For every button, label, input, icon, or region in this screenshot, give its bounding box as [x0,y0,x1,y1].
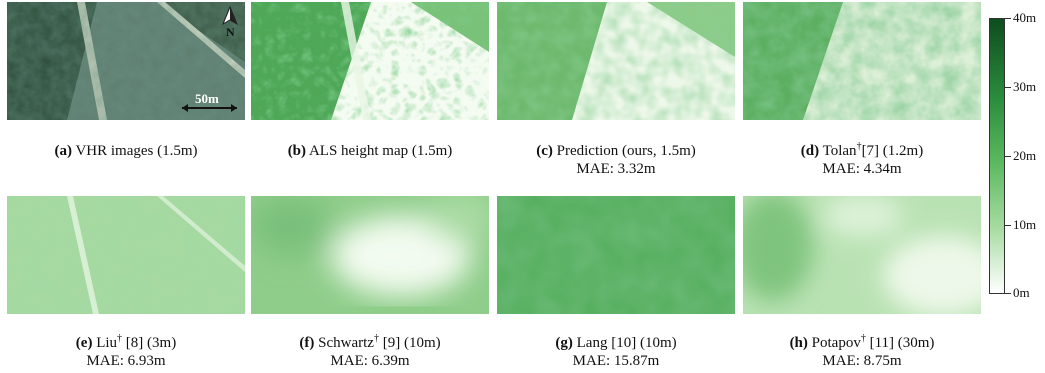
colorbar-label-20: 20m [1013,148,1037,163]
caption-b: (b) ALS height map (1.5m) [251,142,489,160]
panel-b-als-height-map [251,2,489,120]
caption-mae: MAE: 4.34m [822,161,902,177]
caption-ref: [9] (10m) [378,335,441,351]
caption-text: Lang [10] (10m) [576,335,677,351]
colorbar-tick [1005,18,1011,19]
caption-letter: (b) [287,143,307,159]
caption-text: Schwartz [318,335,374,351]
caption-ref: [7] (1.2m) [861,143,924,159]
caption-letter: (d) [800,143,820,159]
caption-mae: MAE: 8.75m [822,353,902,369]
caption-c: (c) Prediction (ours, 1.5m) MAE: 3.32m [497,142,735,178]
panel-d-tolan [743,2,981,120]
caption-d: (d) Tolan†[7] (1.2m) MAE: 4.34m [743,142,981,178]
caption-g: (g) Lang [10] (10m) MAE: 15.87m [497,334,735,370]
potapov-map [743,196,981,314]
vhr-image: N 50m [7,2,245,120]
panel-e-liu [7,196,245,314]
caption-mae: MAE: 3.32m [576,161,656,177]
caption-letter: (c) [536,143,553,159]
panel-h-potapov [743,196,981,314]
caption-letter: (f) [299,335,315,351]
colorbar-label-10: 10m [1013,217,1037,232]
colorbar-tick [1005,87,1011,88]
panel-f-schwartz [251,196,489,314]
panel-a-vhr-image: N 50m [7,2,245,120]
dagger-mark: † [860,333,866,344]
lang-map [497,196,735,314]
panel-g-lang [497,196,735,314]
dagger-mark: † [117,333,123,344]
caption-text: Potapov [811,335,861,351]
caption-e: (e) Liu† [8] (3m) MAE: 6.93m [7,334,245,370]
scale-label: 50m [195,91,219,106]
caption-mae: MAE: 6.93m [86,353,166,369]
caption-text: Prediction (ours, 1.5m) [556,143,696,159]
dagger-mark: † [856,141,862,152]
caption-mae: MAE: 6.39m [330,353,410,369]
north-arrow-icon [221,5,239,26]
caption-text: Liu [96,335,118,351]
colorbar-tick [1005,293,1011,294]
prediction-map [497,2,735,120]
dagger-mark: † [373,333,379,344]
caption-f: (f) Schwartz† [9] (10m) MAE: 6.39m [251,334,489,370]
caption-ref: [8] (3m) [122,335,177,351]
caption-text: ALS height map (1.5m) [308,143,453,159]
caption-text: VHR images (1.5m) [75,143,198,159]
colorbar-label-0: 0m [1013,285,1030,300]
schwartz-map [251,196,489,314]
panel-c-prediction [497,2,735,120]
caption-letter: (a) [54,143,72,159]
caption-a: (a) VHR images (1.5m) [7,142,245,160]
scale-bar [182,104,237,112]
caption-letter: (h) [789,335,808,351]
caption-ref: [11] (30m) [865,335,935,351]
caption-text: Tolan [822,143,857,159]
caption-letter: (e) [75,335,93,351]
caption-h: (h) Potapov† [11] (30m) MAE: 8.75m [743,334,981,370]
colorbar-tick [1005,225,1011,226]
colorbar-tick [1005,156,1011,157]
caption-letter: (g) [555,335,573,351]
colorbar-label-40: 40m [1013,10,1037,25]
liu-map [7,196,245,314]
tolan-map [743,2,981,120]
height-colorbar [989,18,1005,294]
caption-mae: MAE: 15.87m [572,353,660,369]
als-height-map [251,2,489,120]
colorbar-label-30: 30m [1013,79,1037,94]
north-label: N [226,25,235,39]
